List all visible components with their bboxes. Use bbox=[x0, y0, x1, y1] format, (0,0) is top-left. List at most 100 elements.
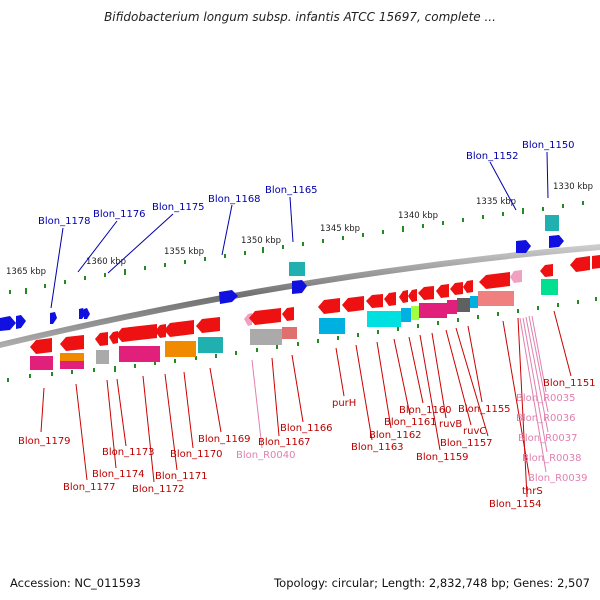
gene-label[interactable]: Blon_1163 bbox=[351, 442, 404, 453]
gene-feature[interactable] bbox=[436, 284, 449, 298]
gene-feature[interactable] bbox=[164, 320, 194, 337]
reverse-genes bbox=[30, 255, 600, 370]
genome-backbone bbox=[0, 244, 600, 348]
gene-feature[interactable] bbox=[549, 235, 564, 248]
gene-label[interactable]: Blon_1179 bbox=[18, 436, 71, 447]
gene-label[interactable]: ruvB bbox=[439, 419, 462, 430]
gene-feature[interactable] bbox=[30, 338, 52, 354]
gene-label[interactable]: Blon_R0037 bbox=[518, 433, 578, 444]
gene-feature[interactable] bbox=[96, 350, 109, 364]
gene-feature[interactable] bbox=[592, 255, 600, 269]
gene-label[interactable]: Blon_1166 bbox=[280, 423, 333, 434]
gene-feature[interactable] bbox=[450, 282, 463, 295]
gene-label[interactable]: Blon_1174 bbox=[92, 469, 145, 480]
gene-feature[interactable] bbox=[282, 327, 297, 339]
accession-text: Accession: NC_011593 bbox=[10, 576, 141, 590]
gene-feature[interactable] bbox=[470, 296, 478, 308]
gene-label[interactable]: Blon_1160 bbox=[399, 405, 452, 416]
gene-feature[interactable] bbox=[244, 313, 252, 326]
gene-label[interactable]: Blon_1171 bbox=[155, 471, 208, 482]
gene-feature[interactable] bbox=[570, 256, 590, 272]
gene-feature[interactable] bbox=[116, 324, 157, 342]
gene-feature[interactable] bbox=[457, 298, 470, 312]
gene-feature[interactable] bbox=[119, 346, 160, 362]
gene-label[interactable]: Blon_1167 bbox=[258, 437, 311, 448]
gene-label[interactable]: Blon_1152 bbox=[466, 151, 519, 162]
gene-label[interactable]: Blon_1165 bbox=[265, 185, 318, 196]
gene-label[interactable]: Blon_R0036 bbox=[516, 413, 576, 424]
gene-label[interactable]: Blon_1173 bbox=[102, 447, 155, 458]
gene-feature[interactable] bbox=[399, 290, 408, 303]
gene-feature[interactable] bbox=[418, 286, 434, 300]
gene-feature[interactable] bbox=[510, 270, 522, 283]
scale-label: 1330 kbp bbox=[553, 182, 593, 192]
gene-feature[interactable] bbox=[419, 303, 447, 318]
gene-feature[interactable] bbox=[463, 280, 473, 293]
gene-label[interactable]: Blon_R0040 bbox=[236, 450, 296, 461]
gene-label[interactable]: Blon_1161 bbox=[384, 417, 437, 428]
gene-feature[interactable] bbox=[289, 262, 305, 276]
gene-label[interactable]: Blon_R0038 bbox=[522, 453, 582, 464]
gene-feature[interactable] bbox=[60, 335, 84, 351]
gene-feature[interactable] bbox=[318, 298, 340, 314]
gene-feature[interactable] bbox=[408, 289, 417, 302]
gene-feature[interactable] bbox=[401, 308, 411, 322]
gene-label[interactable]: Blon_1168 bbox=[208, 194, 261, 205]
gene-feature[interactable] bbox=[0, 316, 16, 331]
gene-feature[interactable] bbox=[84, 308, 90, 319]
gene-feature[interactable] bbox=[155, 324, 166, 338]
gene-label[interactable]: Blon_1151 bbox=[543, 378, 596, 389]
gene-feature[interactable] bbox=[282, 307, 294, 321]
gene-feature[interactable] bbox=[250, 329, 282, 345]
gene-feature[interactable] bbox=[30, 356, 53, 370]
gene-feature[interactable] bbox=[60, 361, 84, 369]
gene-feature[interactable] bbox=[109, 331, 118, 344]
gene-label[interactable]: Blon_1155 bbox=[458, 404, 511, 415]
gene-feature[interactable] bbox=[165, 341, 196, 357]
gene-feature[interactable] bbox=[411, 306, 419, 320]
gene-label[interactable]: Blon_1159 bbox=[416, 452, 469, 463]
gene-label[interactable]: Blon_1150 bbox=[522, 140, 575, 151]
gene-feature[interactable] bbox=[16, 315, 26, 329]
gene-label[interactable]: Blon_1176 bbox=[93, 209, 146, 220]
gene-feature[interactable] bbox=[249, 308, 281, 325]
gene-feature[interactable] bbox=[219, 290, 238, 304]
gene-label[interactable]: Blon_1178 bbox=[38, 216, 91, 227]
gene-feature[interactable] bbox=[367, 311, 401, 327]
gene-feature[interactable] bbox=[292, 280, 307, 294]
gene-label[interactable]: ruvC bbox=[463, 426, 486, 437]
gene-label[interactable]: Blon_R0035 bbox=[516, 393, 576, 404]
tick-row-inner bbox=[7, 297, 597, 382]
gene-feature[interactable] bbox=[447, 300, 457, 314]
gene-feature[interactable] bbox=[479, 272, 510, 289]
gene-feature[interactable] bbox=[50, 312, 57, 324]
gene-label[interactable]: Blon_R0039 bbox=[528, 473, 588, 484]
gene-label[interactable]: Blon_1177 bbox=[63, 482, 116, 493]
gene-feature[interactable] bbox=[540, 264, 553, 277]
gene-label[interactable]: Blon_1169 bbox=[198, 434, 251, 445]
tick-row-outer bbox=[9, 201, 584, 294]
gene-label[interactable]: Blon_1157 bbox=[440, 438, 493, 449]
gene-label[interactable]: Blon_1172 bbox=[132, 484, 185, 495]
gene-feature[interactable] bbox=[319, 318, 345, 334]
gene-feature[interactable] bbox=[95, 332, 108, 346]
gene-label[interactable]: purH bbox=[332, 398, 356, 409]
gene-feature[interactable] bbox=[545, 215, 559, 231]
scale-labels: 1365 kbp 1360 kbp 1355 kbp 1350 kbp 1345… bbox=[6, 182, 593, 277]
gene-feature[interactable] bbox=[366, 294, 383, 308]
gene-feature[interactable] bbox=[342, 296, 364, 312]
gene-label[interactable]: Blon_1175 bbox=[152, 202, 205, 213]
gene-label[interactable]: thrS bbox=[522, 486, 543, 497]
gene-feature[interactable] bbox=[541, 279, 558, 295]
gene-feature[interactable] bbox=[516, 240, 531, 253]
gene-feature[interactable] bbox=[60, 353, 84, 361]
gene-feature[interactable] bbox=[198, 337, 223, 353]
gene-feature[interactable] bbox=[196, 317, 220, 333]
scale-label: 1360 kbp bbox=[86, 257, 126, 267]
gene-feature[interactable] bbox=[478, 291, 514, 306]
bottom-leaders bbox=[40, 310, 572, 498]
gene-label[interactable]: Blon_1170 bbox=[170, 449, 223, 460]
gene-label[interactable]: Blon_1162 bbox=[369, 430, 422, 441]
gene-label[interactable]: Blon_1154 bbox=[489, 499, 542, 510]
gene-feature[interactable] bbox=[384, 292, 396, 306]
